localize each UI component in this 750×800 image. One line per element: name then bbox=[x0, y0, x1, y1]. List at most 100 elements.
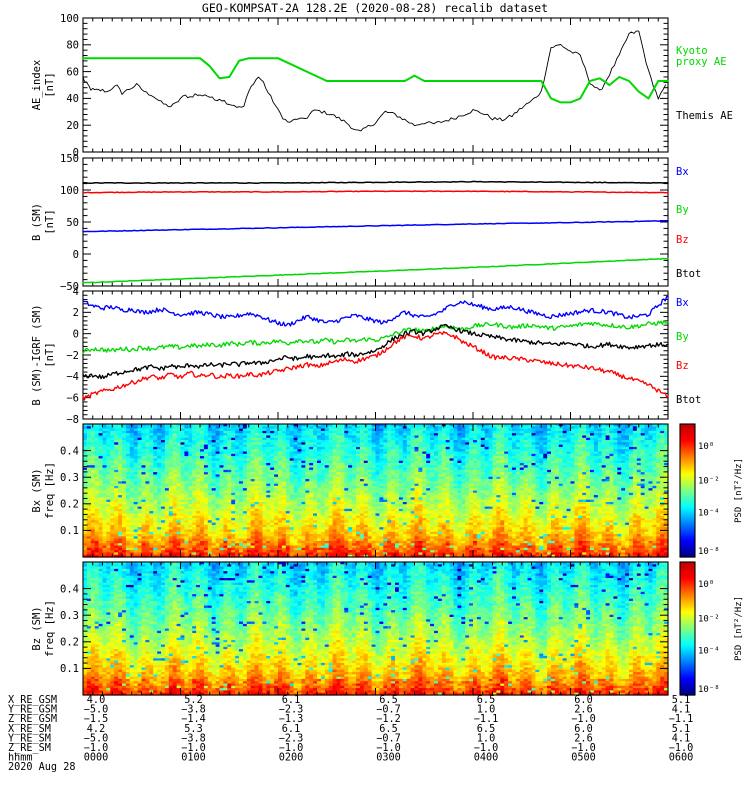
spec-cell bbox=[141, 424, 146, 427]
spec-cell bbox=[289, 437, 295, 441]
spec-cell bbox=[660, 426, 665, 430]
series-btot bbox=[82, 323, 669, 380]
spec-cell bbox=[348, 435, 353, 439]
spec-cell bbox=[164, 426, 170, 430]
spec-cell bbox=[231, 437, 236, 441]
spec-cell bbox=[437, 435, 443, 439]
spec-cell bbox=[242, 428, 248, 432]
spec-cell bbox=[422, 435, 427, 439]
spec-cell bbox=[86, 430, 92, 434]
spec-cell bbox=[430, 424, 435, 427]
spec-cell bbox=[278, 437, 283, 441]
spec-cell bbox=[317, 426, 322, 430]
spec-cell bbox=[344, 433, 349, 437]
spec-cell bbox=[488, 433, 494, 437]
spec-cell bbox=[164, 435, 170, 439]
spec-cell bbox=[441, 428, 447, 432]
spec-cell bbox=[328, 435, 334, 439]
spec-cell bbox=[504, 430, 509, 434]
spec-cell bbox=[141, 430, 146, 434]
spec-cell bbox=[305, 433, 310, 437]
spec-cell bbox=[129, 435, 135, 439]
spec-cell bbox=[262, 426, 267, 430]
spec-cell bbox=[554, 430, 560, 434]
y-tick-label: −4 bbox=[66, 371, 79, 383]
spec-cell bbox=[562, 433, 568, 437]
spec-cell bbox=[543, 433, 548, 437]
spec-cell bbox=[371, 430, 377, 434]
spec-cell bbox=[176, 426, 182, 430]
spec-cell bbox=[473, 428, 478, 432]
spec-cell bbox=[149, 430, 154, 434]
spec-cell bbox=[219, 433, 224, 437]
spec-cell bbox=[566, 435, 572, 439]
spec-cell bbox=[164, 428, 170, 432]
spec-cell bbox=[363, 435, 369, 439]
spec-cell bbox=[391, 435, 396, 439]
spec-cell bbox=[266, 426, 271, 430]
spec-cell bbox=[402, 433, 408, 437]
spec-cell bbox=[504, 433, 509, 437]
spec-cell bbox=[484, 426, 490, 430]
spec-cell bbox=[496, 428, 501, 432]
spec-cell bbox=[133, 428, 139, 432]
spec-cell bbox=[504, 428, 509, 432]
spec-cell bbox=[281, 430, 287, 434]
spec-cell bbox=[250, 435, 256, 439]
spec-cell bbox=[523, 433, 529, 437]
spec-cell bbox=[356, 437, 361, 441]
spec-cell bbox=[246, 437, 252, 441]
spec-cell bbox=[367, 428, 373, 432]
spec-cell bbox=[278, 430, 283, 434]
spec-cell bbox=[504, 424, 509, 427]
spec-cell bbox=[106, 435, 111, 439]
spec-cell bbox=[278, 424, 283, 427]
spec-cell bbox=[313, 433, 318, 437]
spec-cell bbox=[336, 426, 341, 430]
y-tick-label: −2 bbox=[66, 350, 79, 362]
spec-cell bbox=[527, 426, 533, 430]
spec-cell bbox=[227, 426, 232, 430]
spec-cell bbox=[562, 435, 568, 439]
spec-cell bbox=[601, 435, 607, 439]
spec-cell bbox=[629, 426, 634, 430]
spec-cell bbox=[406, 433, 412, 437]
spec-cell bbox=[492, 424, 497, 427]
spec-cell bbox=[441, 435, 447, 439]
spec-cell bbox=[200, 424, 205, 427]
spec-cell bbox=[625, 433, 630, 437]
spec-cell bbox=[250, 433, 256, 437]
spec-cell bbox=[547, 435, 552, 439]
spec-cell bbox=[383, 430, 388, 434]
spec-cell bbox=[554, 426, 560, 430]
spec-cell bbox=[344, 428, 349, 432]
spec-cell bbox=[632, 433, 638, 437]
spec-cell bbox=[168, 437, 174, 441]
spec-cell bbox=[644, 424, 650, 427]
spec-cell bbox=[118, 437, 123, 441]
spec-cell bbox=[122, 430, 127, 434]
spec-cell bbox=[102, 430, 107, 434]
spec-cell bbox=[118, 426, 123, 430]
spec-cell bbox=[266, 435, 271, 439]
spec-cell bbox=[363, 433, 369, 437]
spec-cell bbox=[609, 426, 614, 430]
spec-cell bbox=[574, 424, 579, 427]
spec-cell bbox=[114, 426, 119, 430]
spec-cell bbox=[512, 435, 517, 439]
spec-cell bbox=[188, 426, 193, 430]
spec-cell bbox=[274, 426, 279, 430]
spec-cell bbox=[508, 433, 513, 437]
spec-cell bbox=[597, 430, 603, 434]
spec-cell bbox=[437, 424, 443, 427]
spec-cell bbox=[379, 437, 384, 441]
spec-cell bbox=[106, 426, 111, 430]
spec-cell bbox=[558, 433, 564, 437]
spec-cell bbox=[141, 435, 146, 439]
spec-cell bbox=[293, 435, 299, 439]
y-tick-label: −50 bbox=[60, 281, 79, 293]
spec-cell bbox=[551, 424, 556, 427]
spec-cell bbox=[508, 435, 513, 439]
spec-cell bbox=[242, 435, 248, 439]
spec-cell bbox=[367, 437, 373, 441]
